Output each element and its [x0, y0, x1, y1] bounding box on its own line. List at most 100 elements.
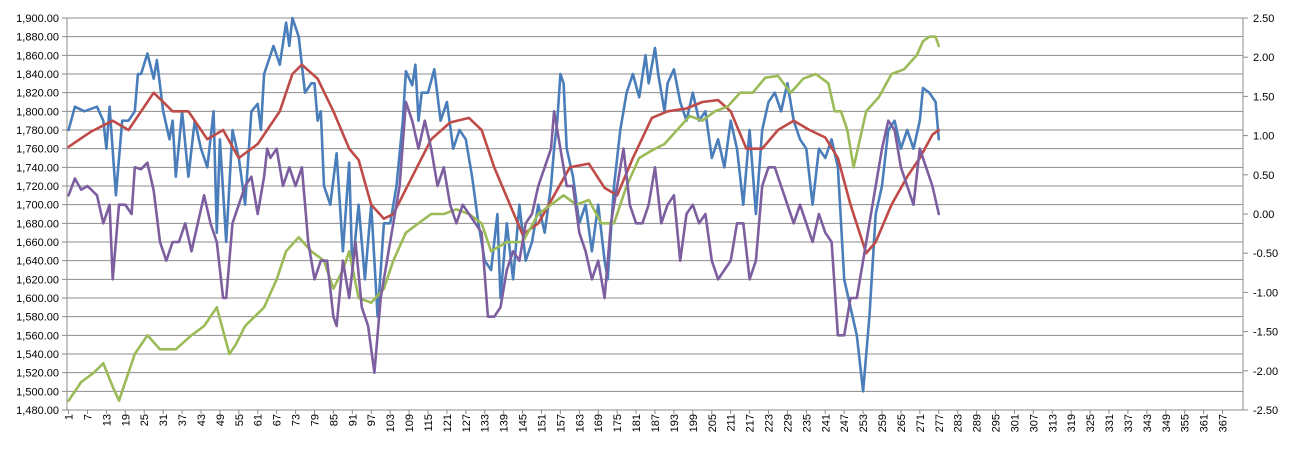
x-tick-label: 199	[688, 414, 700, 432]
x-tick-label: 175	[612, 414, 624, 432]
x-tick-label: 283	[953, 414, 965, 432]
y-axis-left-labels: 1,480.00 1,500.00 1,520.00 1,540.00 1,560.00…	[16, 13, 59, 417]
series-lines	[67, 16, 941, 403]
x-tick-label: 325	[1085, 414, 1097, 432]
y-right-tick-label: -0.50	[1253, 248, 1278, 260]
x-tick-label: 247	[839, 414, 851, 432]
x-tick-label: 181	[631, 414, 643, 432]
y-left-tick-label: 1,880.00	[16, 32, 59, 44]
x-tick-label: 259	[877, 414, 889, 432]
x-tick-label: 121	[442, 414, 454, 432]
y-left-tick-label: 1,740.00	[16, 162, 59, 174]
x-tick-label: 169	[593, 414, 605, 432]
x-tick-label: 355	[1180, 414, 1192, 432]
x-axis-labels: 1 7 13 19 25 31 37 43 49 55 61 67 73 79 85 91 97 103 109 11…	[64, 414, 1230, 432]
x-tick-label: 337	[1123, 414, 1135, 432]
x-tick-label: 349	[1161, 414, 1173, 432]
x-tick-label: 193	[669, 414, 681, 432]
series-line-4	[67, 100, 941, 375]
y-right-tick-label: 0.50	[1253, 170, 1274, 182]
y-right-tick-label: -1.50	[1253, 327, 1278, 339]
x-tick-label: 43	[196, 414, 208, 426]
x-tick-label: 271	[915, 414, 927, 432]
y-right-tick-label: 1.50	[1253, 91, 1274, 103]
x-tick-label: 97	[366, 414, 378, 426]
x-tick-label: 367	[1218, 414, 1230, 432]
series-line-3	[67, 35, 941, 403]
y-left-tick-label: 1,860.00	[16, 50, 59, 62]
x-tick-label: 19	[120, 414, 132, 426]
y-left-tick-label: 1,500.00	[16, 386, 59, 398]
x-tick-label: 157	[555, 414, 567, 432]
y-left-tick-label: 1,700.00	[16, 200, 59, 212]
x-tick-label: 205	[707, 414, 719, 432]
x-tick-label: 103	[385, 414, 397, 432]
x-tick-label: 145	[518, 414, 530, 432]
y-left-tick-label: 1,680.00	[16, 218, 59, 230]
x-tick-label: 91	[347, 414, 359, 426]
x-tick-label: 211	[726, 414, 738, 432]
x-tick-label: 343	[1142, 414, 1154, 432]
x-tick-label: 313	[1047, 414, 1059, 432]
x-tick-label: 307	[1028, 414, 1040, 432]
y-axis-right-labels: -2.50 -2.00 -1.50 -1.00 -0.50 0.00 0.50 1.00 1.5…	[1253, 13, 1278, 417]
series-line-1	[67, 16, 941, 393]
x-tick-label: 61	[253, 414, 265, 426]
y-left-tick-label: 1,760.00	[16, 144, 59, 156]
y-left-tick-label: 1,840.00	[16, 69, 59, 81]
y-left-tick-label: 1,720.00	[16, 181, 59, 193]
x-tick-label: 79	[309, 414, 321, 426]
x-tick-label: 289	[972, 414, 984, 432]
x-tick-label: 265	[896, 414, 908, 432]
x-tick-label: 361	[1199, 414, 1211, 432]
y-left-tick-label: 1,640.00	[16, 256, 59, 268]
x-tick-label: 73	[291, 414, 303, 426]
y-left-tick-label: 1,600.00	[16, 293, 59, 305]
y-right-tick-label: -2.00	[1253, 366, 1278, 378]
y-left-tick-label: 1,580.00	[16, 312, 59, 324]
y-left-tick-label: 1,660.00	[16, 237, 59, 249]
y-left-tick-label: 1,780.00	[16, 125, 59, 137]
x-tick-label: 187	[650, 414, 662, 432]
x-tick-label: 31	[158, 414, 170, 426]
x-tick-label: 25	[139, 414, 151, 426]
x-tick-label: 163	[574, 414, 586, 432]
x-tick-label: 133	[480, 414, 492, 432]
y-left-tick-label: 1,480.00	[16, 405, 59, 417]
y-right-tick-label: -1.00	[1253, 287, 1278, 299]
y-left-tick-label: 1,800.00	[16, 106, 59, 118]
x-tick-label: 229	[782, 414, 794, 432]
x-tick-label: 67	[272, 414, 284, 426]
x-tick-label: 1	[64, 414, 76, 420]
axes	[62, 17, 1248, 414]
x-tick-label: 139	[499, 414, 511, 432]
x-tick-label: 115	[423, 414, 435, 432]
x-tick-label: 49	[215, 414, 227, 426]
x-tick-label: 109	[404, 414, 416, 432]
y-left-tick-label: 1,620.00	[16, 274, 59, 286]
x-tick-label: 127	[461, 414, 473, 432]
x-tick-label: 295	[991, 414, 1003, 432]
x-tick-label: 223	[764, 414, 776, 432]
x-tick-label: 241	[820, 414, 832, 432]
x-tick-label: 85	[328, 414, 340, 426]
x-tick-label: 55	[234, 414, 246, 426]
x-tick-label: 319	[1066, 414, 1078, 432]
y-left-tick-label: 1,560.00	[16, 330, 59, 342]
y-right-tick-label: 2.50	[1253, 13, 1274, 25]
x-tick-label: 217	[745, 414, 757, 432]
y-right-tick-label: 2.00	[1253, 52, 1274, 64]
x-tick-label: 253	[858, 414, 870, 432]
y-left-tick-label: 1,520.00	[16, 368, 59, 380]
x-tick-label: 7	[82, 414, 94, 420]
x-tick-label: 151	[536, 414, 548, 432]
x-tick-label: 37	[177, 414, 189, 426]
x-tick-label: 235	[801, 414, 813, 432]
x-tick-label: 13	[101, 414, 113, 426]
x-tick-label: 301	[1009, 414, 1021, 432]
x-tick-label: 331	[1104, 414, 1116, 432]
y-right-tick-label: -2.50	[1253, 405, 1278, 417]
gridlines	[67, 17, 1243, 392]
